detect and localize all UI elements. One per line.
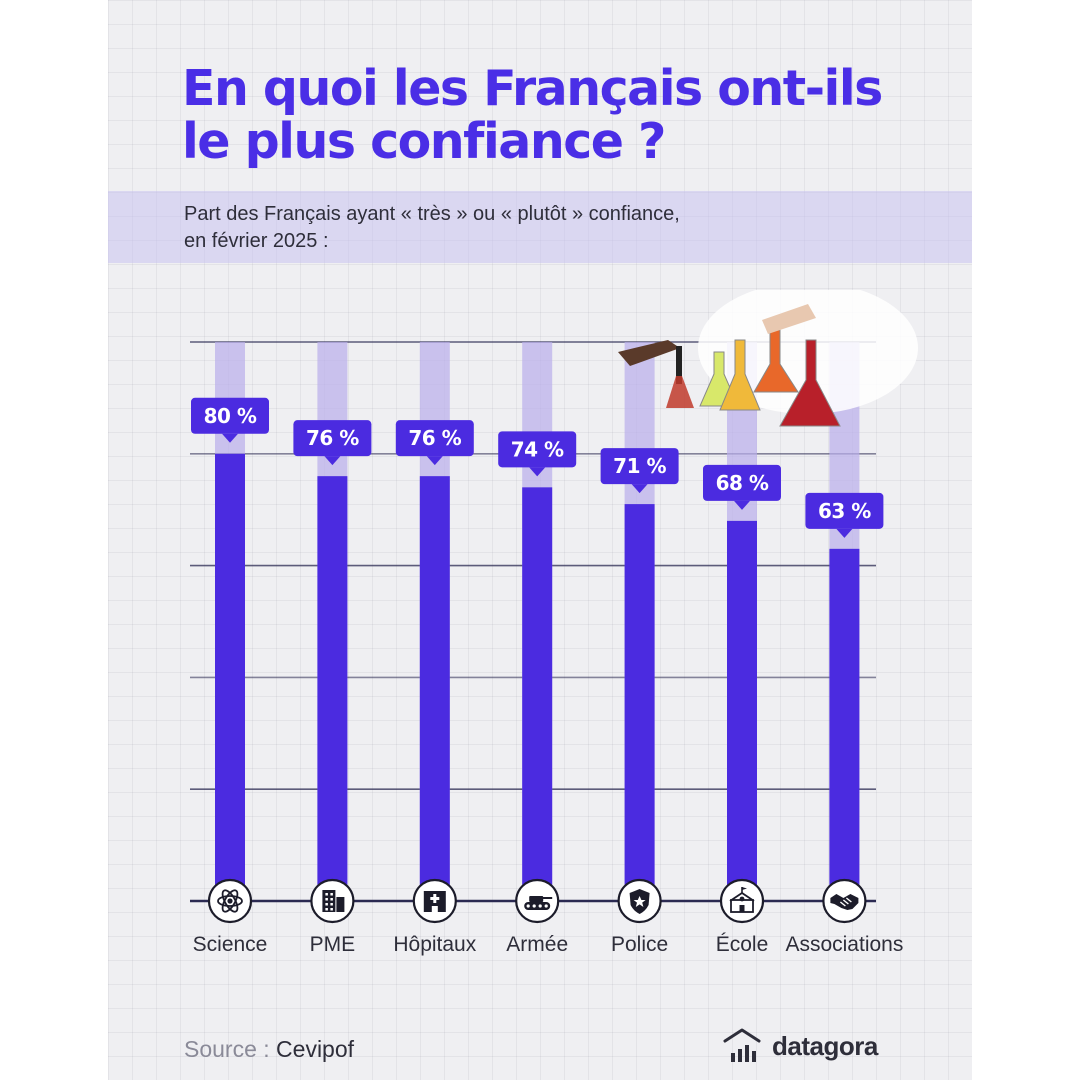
category-label: Associations	[785, 933, 903, 956]
value-label-bubble: 68 %	[703, 464, 781, 510]
category-axis: Science PME Hôpitaux Armée Police École Associ…	[193, 878, 903, 956]
bar	[215, 453, 245, 901]
brand-logo: datagora	[722, 1024, 878, 1068]
source-label: Source :	[184, 1036, 270, 1062]
value-label-bubble: 80 %	[191, 397, 269, 443]
value-label: 71 %	[613, 454, 666, 478]
category-label: Science	[193, 933, 268, 956]
hospital-icon	[412, 878, 457, 924]
value-label: 76 %	[306, 426, 359, 450]
bars	[215, 453, 860, 901]
bar-chart: 80 % 76 % 76 % 74 % 71 % 68 % 63 % Science PME H…	[190, 290, 918, 956]
house-chart-icon	[723, 1028, 761, 1062]
value-label: 63 %	[818, 499, 871, 523]
category-label: Police	[611, 933, 668, 956]
value-label: 68 %	[716, 471, 769, 495]
category-label: Hôpitaux	[393, 933, 476, 956]
subtitle: Part des Français ayant « très » ou « pl…	[184, 201, 884, 255]
value-label: 76 %	[408, 426, 461, 450]
school-icon	[719, 878, 765, 924]
lab-flasks-icon	[618, 290, 918, 427]
source-credit: Source : Cevipof	[184, 1036, 354, 1063]
bar	[829, 548, 860, 901]
bar	[624, 504, 655, 901]
page-title: En quoi les Français ont-ils le plus con…	[182, 62, 942, 168]
police-badge-icon	[617, 878, 662, 924]
bar	[317, 476, 348, 901]
tank-icon	[515, 878, 560, 924]
category-label: École	[716, 933, 769, 956]
value-label: 74 %	[511, 437, 564, 461]
value-labels: 80 % 76 % 76 % 74 % 71 % 68 % 63 %	[191, 397, 884, 538]
subtitle-line-2: en février 2025 :	[184, 230, 329, 252]
infographic-card: En quoi les Français ont-ils le plus con…	[108, 0, 972, 1080]
bar	[522, 487, 553, 901]
source-name: Cevipof	[276, 1036, 355, 1062]
value-label-bubble: 76 %	[395, 420, 474, 466]
value-label-bubble: 71 %	[600, 448, 679, 494]
category-label: PME	[310, 933, 356, 956]
atom-icon	[207, 878, 253, 924]
category-label: Armée	[506, 933, 568, 956]
value-label-bubble: 76 %	[293, 420, 372, 466]
handshake-icon	[822, 878, 867, 924]
subtitle-band: Part des Français ayant « très » ou « pl…	[108, 191, 972, 263]
subtitle-line-1: Part des Français ayant « très » ou « pl…	[184, 203, 680, 225]
value-label-bubble: 74 %	[498, 431, 577, 477]
title-line-1: En quoi les Français ont-ils	[182, 60, 883, 117]
value-label-bubble: 63 %	[805, 492, 884, 538]
bar	[419, 476, 450, 901]
value-label: 80 %	[204, 404, 257, 428]
office-building-icon	[310, 878, 355, 924]
bar	[727, 520, 757, 901]
brand-name: datagora	[772, 1030, 878, 1061]
title-line-2: le plus confiance ?	[182, 113, 667, 170]
